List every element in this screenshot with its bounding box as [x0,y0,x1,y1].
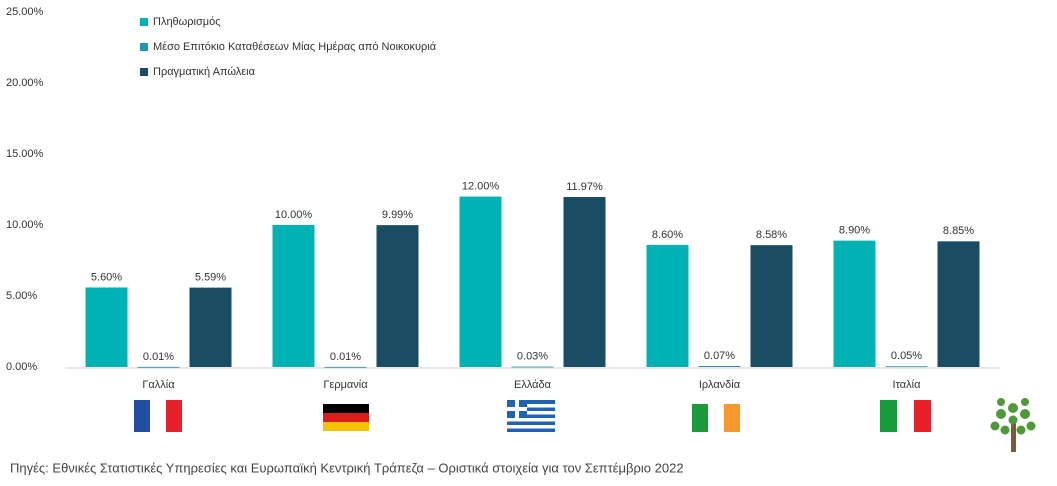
bar [937,241,980,367]
flag-france [134,400,182,432]
legend-label: Μέσο Επιτόκιο Καταθέσεων Μίας Ημέρας από… [153,41,437,53]
value-label: 8.58% [756,229,787,241]
y-tick-label: 10.00% [6,219,44,231]
y-tick-label: 20.00% [6,77,44,89]
bar [85,287,128,367]
value-label: 0.03% [517,350,548,362]
x-tick-label: Ιρλανδία [699,379,741,391]
bar [511,366,554,368]
flag-ireland [692,404,740,432]
legend-swatch [140,68,148,76]
legend-swatch [140,43,148,51]
value-label: 8.85% [943,225,974,237]
bar [698,366,741,367]
flags [134,400,931,432]
bar [750,245,793,367]
flag-germany [323,404,369,431]
bar [376,225,419,367]
value-label: 5.60% [91,271,122,283]
value-label: 0.01% [143,351,174,363]
source-note: Πηγές: Εθνικές Στατιστικές Υπηρεσίες και… [10,460,684,475]
bar [885,366,928,368]
legend-label: Πληθωρισμός [153,16,221,28]
bar [324,366,367,368]
x-tick-label: Γαλλία [142,379,175,391]
value-label: 9.99% [382,209,413,221]
logo [990,398,1036,452]
bar [459,196,502,367]
value-label: 0.05% [891,350,922,362]
value-label: 8.90% [839,225,870,237]
flag-greece [507,400,555,432]
bar [563,197,606,367]
flag-italy [880,400,931,432]
value-label: 5.59% [195,272,226,284]
bar [646,244,689,367]
y-tick-label: 0.00% [6,361,37,373]
bar [272,225,315,367]
legend-label: Πραγματική Απώλεια [153,66,256,78]
value-label: 0.07% [704,350,735,362]
bar [189,287,232,367]
y-tick-label: 5.00% [6,290,37,302]
value-label: 8.60% [652,229,683,241]
y-tick-label: 15.00% [6,148,44,160]
legend-swatch [140,18,148,26]
value-label: 12.00% [462,181,500,193]
bar [833,240,876,367]
bar [137,366,180,368]
value-label: 10.00% [275,209,313,221]
value-label: 0.01% [330,351,361,363]
x-tick-label: Ιταλία [893,379,922,391]
x-tick-label: Ελλάδα [514,379,552,391]
y-tick-label: 25.00% [6,6,44,18]
x-tick-label: Γερμανία [323,379,368,391]
value-label: 11.97% [566,181,603,193]
